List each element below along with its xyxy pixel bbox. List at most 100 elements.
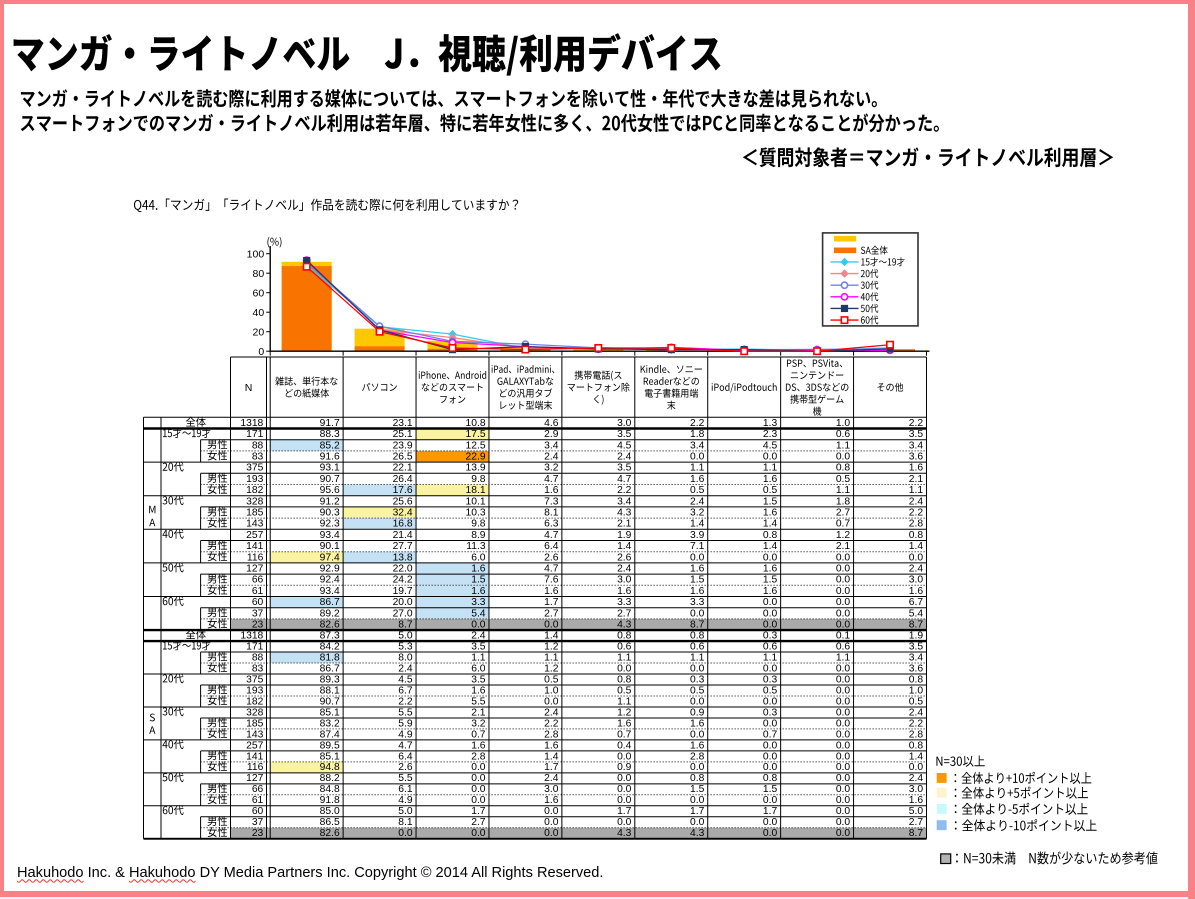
svg-text:1.4: 1.4: [690, 519, 705, 530]
svg-text:60: 60: [252, 806, 264, 817]
svg-text:5.0: 5.0: [398, 806, 413, 817]
svg-text:1.7: 1.7: [617, 806, 632, 817]
svg-text:0.0: 0.0: [617, 795, 632, 806]
svg-text:66: 66: [252, 575, 264, 586]
svg-text:91.6: 91.6: [320, 452, 340, 463]
svg-text:141: 141: [246, 541, 263, 552]
svg-text:1.6: 1.6: [763, 564, 778, 575]
svg-text:0.0: 0.0: [836, 552, 851, 563]
svg-text:0.0: 0.0: [544, 817, 559, 828]
svg-text:0.8: 0.8: [909, 530, 924, 541]
svg-text:27.7: 27.7: [393, 541, 413, 552]
svg-text:0.0: 0.0: [617, 817, 632, 828]
svg-text:93.4: 93.4: [320, 530, 340, 541]
svg-text:0.3: 0.3: [763, 674, 778, 685]
svg-text:2.7: 2.7: [471, 817, 486, 828]
svg-text:1.4: 1.4: [909, 751, 924, 762]
svg-text:0.0: 0.0: [763, 608, 778, 619]
svg-text:19.7: 19.7: [393, 586, 413, 597]
svg-text:9.8: 9.8: [471, 519, 486, 530]
svg-text:88.1: 88.1: [320, 685, 340, 696]
svg-text:1.1: 1.1: [690, 652, 705, 663]
svg-text:89.3: 89.3: [320, 674, 340, 685]
svg-text:1.0: 1.0: [836, 418, 851, 429]
svg-text:257: 257: [246, 740, 263, 751]
svg-text:0.0: 0.0: [690, 696, 705, 707]
svg-text:0.7: 0.7: [471, 729, 486, 740]
svg-text:4.3: 4.3: [690, 828, 705, 839]
svg-text:11.3: 11.3: [466, 541, 486, 552]
svg-text:95.6: 95.6: [320, 485, 340, 496]
svg-text:0.0: 0.0: [471, 773, 486, 784]
svg-text:3.4: 3.4: [690, 440, 705, 451]
svg-text:1.2: 1.2: [544, 641, 559, 652]
svg-text:0.0: 0.0: [836, 674, 851, 685]
svg-text:4.3: 4.3: [617, 508, 632, 519]
svg-text:2.9: 2.9: [544, 429, 559, 440]
svg-text:6.0: 6.0: [471, 663, 486, 674]
svg-text:1.1: 1.1: [836, 440, 851, 451]
svg-text:0.0: 0.0: [690, 552, 705, 563]
svg-text:0.0: 0.0: [909, 762, 924, 773]
svg-text:1.1: 1.1: [544, 652, 559, 663]
svg-text:3.3: 3.3: [617, 597, 632, 608]
svg-text:0.0: 0.0: [471, 784, 486, 795]
svg-text:2.1: 2.1: [836, 541, 851, 552]
svg-text:5.9: 5.9: [398, 718, 413, 729]
svg-text:0.0: 0.0: [544, 828, 559, 839]
svg-text:2.4: 2.4: [617, 564, 632, 575]
svg-text:0.0: 0.0: [471, 795, 486, 806]
svg-text:1.6: 1.6: [617, 718, 632, 729]
svg-text:0.0: 0.0: [763, 552, 778, 563]
svg-text:5.5: 5.5: [398, 707, 413, 718]
svg-text:3.4: 3.4: [544, 440, 559, 451]
svg-text:20: 20: [253, 326, 265, 338]
svg-text:1.6: 1.6: [690, 740, 705, 751]
svg-text:8.7: 8.7: [909, 828, 924, 839]
svg-text:328: 328: [246, 496, 263, 507]
svg-text:97.4: 97.4: [320, 552, 340, 563]
svg-text:3.4: 3.4: [909, 652, 924, 663]
svg-text:88.3: 88.3: [320, 429, 340, 440]
svg-text:4.6: 4.6: [544, 418, 559, 429]
svg-text:84.8: 84.8: [320, 784, 340, 795]
svg-text:0.0: 0.0: [763, 452, 778, 463]
svg-text:0.0: 0.0: [690, 608, 705, 619]
svg-text:0.6: 0.6: [690, 641, 705, 652]
svg-text:1.1: 1.1: [617, 696, 632, 707]
svg-text:1.0: 1.0: [544, 685, 559, 696]
svg-text:3.0: 3.0: [909, 575, 924, 586]
svg-text:0.8: 0.8: [836, 463, 851, 474]
svg-text:2.4: 2.4: [617, 452, 632, 463]
svg-text:0.6: 0.6: [836, 641, 851, 652]
svg-text:0.0: 0.0: [544, 696, 559, 707]
svg-text:5.4: 5.4: [471, 608, 486, 619]
svg-text:7.6: 7.6: [544, 575, 559, 586]
svg-text:143: 143: [246, 519, 263, 530]
svg-text:87.4: 87.4: [320, 729, 340, 740]
svg-text:0.0: 0.0: [836, 586, 851, 597]
svg-text:0.0: 0.0: [690, 795, 705, 806]
svg-text:37: 37: [252, 817, 264, 828]
svg-text:4.3: 4.3: [617, 828, 632, 839]
svg-text:90.7: 90.7: [320, 474, 340, 485]
svg-text:8.7: 8.7: [909, 620, 924, 631]
svg-text:8.1: 8.1: [544, 508, 559, 519]
svg-text:0.0: 0.0: [836, 828, 851, 839]
svg-text:2.2: 2.2: [544, 718, 559, 729]
svg-text:1.2: 1.2: [544, 663, 559, 674]
svg-text:22.1: 22.1: [393, 463, 413, 474]
svg-text:5.5: 5.5: [471, 696, 486, 707]
svg-text:25.1: 25.1: [393, 429, 413, 440]
svg-text:N: N: [245, 382, 253, 394]
svg-text:2.7: 2.7: [544, 608, 559, 619]
svg-text:2.8: 2.8: [471, 751, 486, 762]
svg-text:23.9: 23.9: [393, 440, 413, 451]
svg-text:4.7: 4.7: [398, 740, 413, 751]
svg-text:2.8: 2.8: [544, 729, 559, 740]
svg-text:2.1: 2.1: [471, 707, 486, 718]
svg-text:0.8: 0.8: [617, 630, 632, 641]
svg-text:0.0: 0.0: [544, 806, 559, 817]
svg-text:116: 116: [247, 552, 264, 563]
svg-text:2.8: 2.8: [690, 751, 705, 762]
